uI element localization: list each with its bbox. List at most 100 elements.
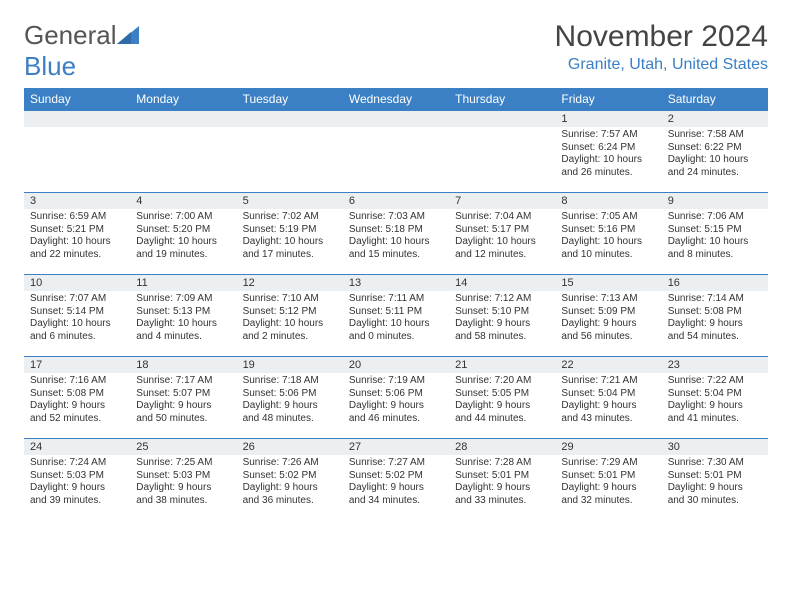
day-details: Sunrise: 7:27 AMSunset: 5:02 PMDaylight:… [343, 455, 449, 511]
calendar-day-cell: 11Sunrise: 7:09 AMSunset: 5:13 PMDayligh… [130, 275, 236, 357]
sunrise-text: Sunrise: 7:11 AM [349, 293, 443, 306]
day-number: 6 [343, 193, 449, 209]
day-number: 15 [555, 275, 661, 291]
daylight-text: Daylight: 9 hours and 52 minutes. [30, 400, 124, 425]
sunrise-text: Sunrise: 6:59 AM [30, 211, 124, 224]
sunrise-text: Sunrise: 7:13 AM [561, 293, 655, 306]
day-number: 30 [662, 439, 768, 455]
day-details: Sunrise: 7:17 AMSunset: 5:07 PMDaylight:… [130, 373, 236, 429]
sunrise-text: Sunrise: 7:27 AM [349, 457, 443, 470]
sunset-text: Sunset: 5:19 PM [243, 224, 337, 237]
calendar-day-cell: 28Sunrise: 7:28 AMSunset: 5:01 PMDayligh… [449, 439, 555, 521]
day-number: 11 [130, 275, 236, 291]
day-number: 12 [237, 275, 343, 291]
sunset-text: Sunset: 5:06 PM [243, 388, 337, 401]
sunrise-text: Sunrise: 7:00 AM [136, 211, 230, 224]
day-number: 5 [237, 193, 343, 209]
day-number: 4 [130, 193, 236, 209]
day-number: 19 [237, 357, 343, 373]
calendar-week: 10Sunrise: 7:07 AMSunset: 5:14 PMDayligh… [24, 275, 768, 357]
calendar-day-cell: 2Sunrise: 7:58 AMSunset: 6:22 PMDaylight… [662, 111, 768, 193]
calendar-day-cell: 13Sunrise: 7:11 AMSunset: 5:11 PMDayligh… [343, 275, 449, 357]
calendar-day-cell: 18Sunrise: 7:17 AMSunset: 5:07 PMDayligh… [130, 357, 236, 439]
sunrise-text: Sunrise: 7:02 AM [243, 211, 337, 224]
calendar-day-cell: 22Sunrise: 7:21 AMSunset: 5:04 PMDayligh… [555, 357, 661, 439]
daylight-text: Daylight: 10 hours and 22 minutes. [30, 236, 124, 261]
calendar-day-cell: 17Sunrise: 7:16 AMSunset: 5:08 PMDayligh… [24, 357, 130, 439]
sunrise-text: Sunrise: 7:10 AM [243, 293, 337, 306]
sunset-text: Sunset: 6:24 PM [561, 142, 655, 155]
daylight-text: Daylight: 10 hours and 6 minutes. [30, 318, 124, 343]
sunrise-text: Sunrise: 7:22 AM [668, 375, 762, 388]
sunset-text: Sunset: 5:03 PM [30, 470, 124, 483]
header: General Blue November 2024 Granite, Utah… [24, 20, 768, 82]
daylight-text: Daylight: 10 hours and 17 minutes. [243, 236, 337, 261]
daylight-text: Daylight: 10 hours and 19 minutes. [136, 236, 230, 261]
day-number: 26 [237, 439, 343, 455]
calendar-day-cell: 19 Sunrise: 7:18 AMSunset: 5:06 PMDayligh… [237, 357, 343, 439]
calendar-day-cell: 27Sunrise: 7:27 AMSunset: 5:02 PMDayligh… [343, 439, 449, 521]
day-number: 8 [555, 193, 661, 209]
sunset-text: Sunset: 5:02 PM [349, 470, 443, 483]
day-number: 28 [449, 439, 555, 455]
day-details: Sunrise: 7:05 AMSunset: 5:16 PMDaylight:… [555, 209, 661, 265]
day-details: Sunrise: 7:22 AMSunset: 5:04 PMDaylight:… [662, 373, 768, 429]
day-number: 27 [343, 439, 449, 455]
daylight-text: Daylight: 10 hours and 2 minutes. [243, 318, 337, 343]
day-details: Sunrise: 7:02 AMSunset: 5:19 PMDaylight:… [237, 209, 343, 265]
calendar-day-cell: 24Sunrise: 7:24 AMSunset: 5:03 PMDayligh… [24, 439, 130, 521]
sunrise-text: Sunrise: 7:58 AM [668, 129, 762, 142]
day-details: Sunrise: 7:28 AMSunset: 5:01 PMDaylight:… [449, 455, 555, 511]
day-number [130, 111, 236, 127]
calendar-week: 1Sunrise: 7:57 AMSunset: 6:24 PMDaylight… [24, 111, 768, 193]
daylight-text: Daylight: 9 hours and 43 minutes. [561, 400, 655, 425]
daylight-text: Daylight: 9 hours and 48 minutes. [243, 400, 337, 425]
day-number: 3 [24, 193, 130, 209]
calendar-day-cell: 25Sunrise: 7:25 AMSunset: 5:03 PMDayligh… [130, 439, 236, 521]
day-details: Sunrise: 7:09 AMSunset: 5:13 PMDaylight:… [130, 291, 236, 347]
sunset-text: Sunset: 5:04 PM [668, 388, 762, 401]
calendar-day-cell: 10Sunrise: 7:07 AMSunset: 5:14 PMDayligh… [24, 275, 130, 357]
weekday-header: Sunday [24, 88, 130, 111]
sunrise-text: Sunrise: 7:21 AM [561, 375, 655, 388]
sunrise-text: Sunrise: 7:09 AM [136, 293, 230, 306]
day-number: 24 [24, 439, 130, 455]
sunset-text: Sunset: 5:09 PM [561, 306, 655, 319]
day-number: 14 [449, 275, 555, 291]
day-details: Sunrise: 7:16 AMSunset: 5:08 PMDaylight:… [24, 373, 130, 429]
day-details: Sunrise: 7:13 AMSunset: 5:09 PMDaylight:… [555, 291, 661, 347]
day-details: Sunrise: 7:00 AMSunset: 5:20 PMDaylight:… [130, 209, 236, 265]
weekday-header: Thursday [449, 88, 555, 111]
calendar-day-cell: 6Sunrise: 7:03 AMSunset: 5:18 PMDaylight… [343, 193, 449, 275]
daylight-text: Daylight: 9 hours and 39 minutes. [30, 482, 124, 507]
logo: General Blue [24, 20, 139, 82]
sunset-text: Sunset: 5:12 PM [243, 306, 337, 319]
calendar-day-cell: 16Sunrise: 7:14 AMSunset: 5:08 PMDayligh… [662, 275, 768, 357]
day-details: Sunrise: 7:25 AMSunset: 5:03 PMDaylight:… [130, 455, 236, 511]
sunrise-text: Sunrise: 7:57 AM [561, 129, 655, 142]
day-number [343, 111, 449, 127]
calendar-day-cell: 12 Sunrise: 7:10 AMSunset: 5:12 PMDayligh… [237, 275, 343, 357]
daylight-text: Daylight: 9 hours and 44 minutes. [455, 400, 549, 425]
day-number: 29 [555, 439, 661, 455]
sunset-text: Sunset: 5:07 PM [136, 388, 230, 401]
calendar-day-cell: 7Sunrise: 7:04 AMSunset: 5:17 PMDaylight… [449, 193, 555, 275]
day-details: Sunrise: 7:30 AMSunset: 5:01 PMDaylight:… [662, 455, 768, 511]
daylight-text: Daylight: 9 hours and 50 minutes. [136, 400, 230, 425]
day-number [237, 111, 343, 127]
calendar-day-cell: 15Sunrise: 7:13 AMSunset: 5:09 PMDayligh… [555, 275, 661, 357]
calendar-day-cell [449, 111, 555, 193]
day-details: Sunrise: 7:57 AMSunset: 6:24 PMDaylight:… [555, 127, 661, 183]
daylight-text: Daylight: 10 hours and 26 minutes. [561, 154, 655, 179]
sunrise-text: Sunrise: 7:18 AM [243, 375, 337, 388]
sunset-text: Sunset: 5:08 PM [668, 306, 762, 319]
calendar-day-cell: 4Sunrise: 7:00 AMSunset: 5:20 PMDaylight… [130, 193, 236, 275]
day-details: Sunrise: 7:04 AMSunset: 5:17 PMDaylight:… [449, 209, 555, 265]
sunset-text: Sunset: 5:17 PM [455, 224, 549, 237]
day-details: Sunrise: 7:12 AMSunset: 5:10 PMDaylight:… [449, 291, 555, 347]
day-details: Sunrise: 7:03 AMSunset: 5:18 PMDaylight:… [343, 209, 449, 265]
sail-icon [117, 20, 139, 51]
day-details: Sunrise: 7:21 AMSunset: 5:04 PMDaylight:… [555, 373, 661, 429]
calendar-table: SundayMondayTuesdayWednesdayThursdayFrid… [24, 88, 768, 521]
daylight-text: Daylight: 9 hours and 56 minutes. [561, 318, 655, 343]
